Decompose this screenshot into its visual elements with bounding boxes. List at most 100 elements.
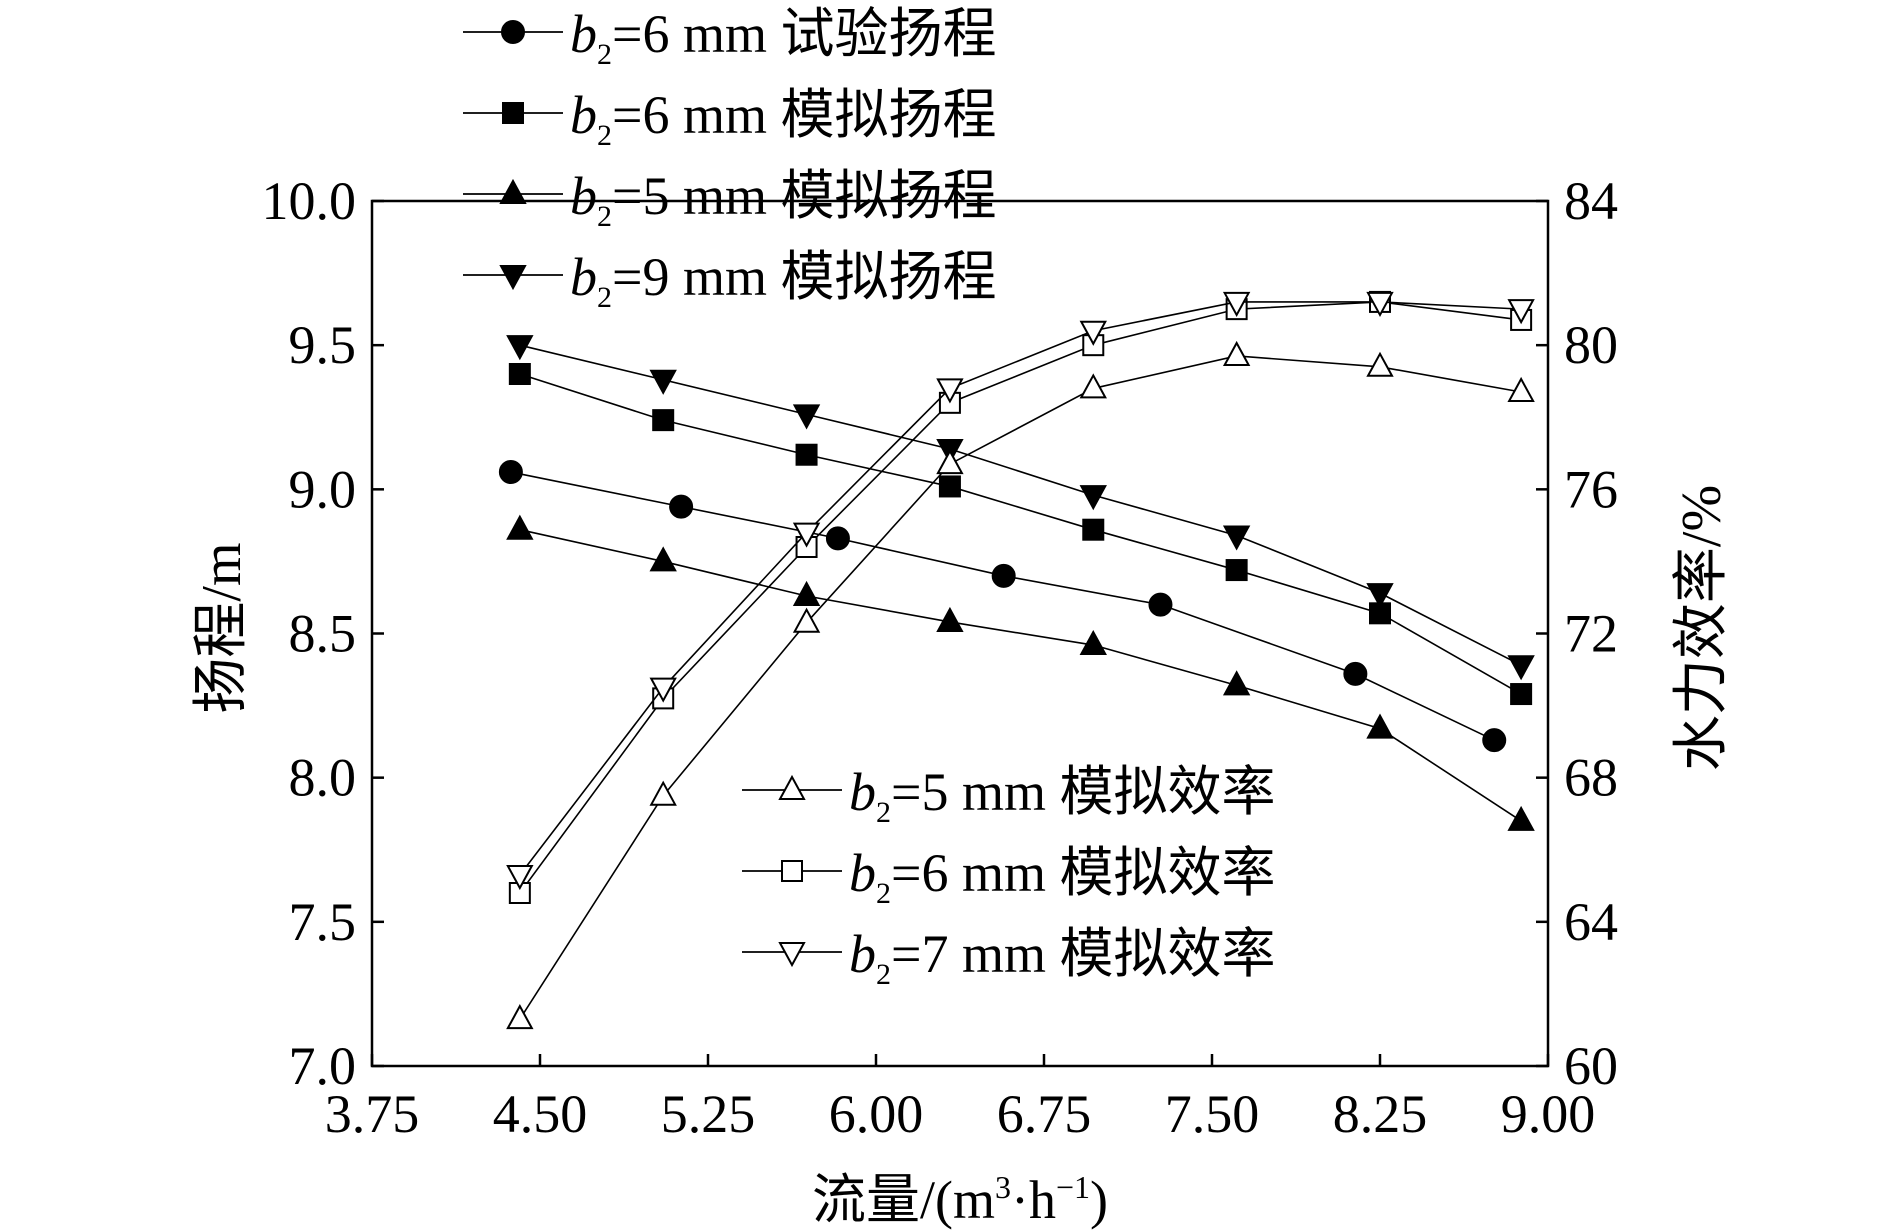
marker-triangle-up bbox=[792, 607, 821, 633]
marker-triangle-up bbox=[1079, 629, 1107, 656]
marker-triangle-up bbox=[1079, 373, 1107, 399]
series-4 bbox=[506, 340, 1535, 1030]
y2-tick-label: 64 bbox=[1564, 892, 1618, 952]
legend-item-0: b2=6 mm 试验扬程 bbox=[463, 4, 996, 71]
y-tick-label: 7.5 bbox=[289, 892, 357, 952]
axes: 3.75 4.50 5.25 6.00 6.75 7.50 8.25 9.00 7.0 7.5 8.… bbox=[262, 171, 1619, 1144]
marker-triangle-up bbox=[1507, 805, 1535, 831]
marker-square bbox=[938, 475, 961, 498]
series-1 bbox=[508, 363, 1533, 706]
legend-label: b2=6 mm 试验扬程 bbox=[570, 4, 996, 71]
y2-tick-label: 60 bbox=[1564, 1036, 1618, 1096]
series-0 bbox=[498, 460, 1507, 753]
marker-triangle-down bbox=[1366, 291, 1394, 318]
marker-circle bbox=[825, 526, 850, 551]
y-tick-label: 8.5 bbox=[289, 604, 357, 664]
marker-circle bbox=[1482, 728, 1507, 753]
marker-circle bbox=[669, 494, 694, 519]
legend-item-4: b2=5 mm 模拟效率 bbox=[742, 762, 1275, 829]
marker-circle bbox=[991, 563, 1016, 588]
x-tick-label: 6.00 bbox=[829, 1084, 924, 1144]
marker-triangle-up bbox=[649, 546, 677, 572]
legend-label: b2=6 mm 模拟效率 bbox=[849, 843, 1275, 910]
x-tick-label: 3.75 bbox=[325, 1084, 420, 1144]
legend-label: b2=6 mm 模拟扬程 bbox=[570, 85, 996, 152]
marker-triangle-down bbox=[649, 369, 677, 395]
marker-circle bbox=[1148, 592, 1173, 617]
y-tick-label: 8.0 bbox=[289, 748, 357, 808]
y-tick-label: 9.0 bbox=[289, 459, 357, 519]
marker-triangle-down bbox=[792, 522, 821, 548]
x-tick-label: 9.00 bbox=[1501, 1084, 1596, 1144]
y2-tick-label: 72 bbox=[1564, 604, 1618, 664]
legend-item-3: b2=9 mm 模拟扬程 bbox=[463, 247, 996, 314]
y-tick-label: 7.0 bbox=[289, 1036, 357, 1096]
marker-square bbox=[795, 443, 818, 466]
marker-triangle-down bbox=[1222, 525, 1251, 551]
marker-circle bbox=[498, 460, 523, 485]
x-tick-label: 8.25 bbox=[1333, 1084, 1428, 1144]
marker-triangle-up bbox=[936, 606, 964, 632]
series-3 bbox=[506, 335, 1535, 681]
y2-tick-label: 80 bbox=[1564, 315, 1618, 375]
series-line bbox=[519, 301, 1522, 894]
marker-triangle-down bbox=[1507, 299, 1535, 325]
x-tick-label: 4.50 bbox=[493, 1084, 588, 1144]
marker-square bbox=[1225, 559, 1248, 582]
y-tick-label: 9.5 bbox=[289, 315, 357, 375]
marker-triangle-up bbox=[778, 774, 806, 800]
marker-circle bbox=[1343, 661, 1368, 686]
marker-circle bbox=[501, 20, 525, 44]
marker-triangle-down bbox=[506, 864, 534, 891]
legend-label: b2=5 mm 模拟扬程 bbox=[570, 166, 996, 233]
series-6 bbox=[506, 291, 1535, 891]
marker-triangle-up bbox=[499, 178, 527, 204]
x-tick-label: 7.50 bbox=[1165, 1084, 1260, 1144]
y2-axis-label: 水力效率/% bbox=[1671, 485, 1733, 771]
y-tick-label: 10.0 bbox=[262, 171, 357, 231]
marker-triangle-down bbox=[1366, 583, 1394, 609]
y2-tick-label: 84 bbox=[1564, 171, 1618, 231]
y-axis-label: 扬程/m bbox=[191, 542, 253, 713]
marker-triangle-up bbox=[1507, 376, 1535, 403]
marker-triangle-up bbox=[1222, 340, 1251, 366]
marker-triangle-down bbox=[499, 265, 527, 291]
marker-triangle-down bbox=[1507, 655, 1535, 681]
legend-label: b2=5 mm 模拟效率 bbox=[849, 762, 1275, 829]
series-line bbox=[519, 528, 1522, 822]
series-line bbox=[519, 355, 1522, 1020]
marker-triangle-down bbox=[936, 378, 964, 404]
marker-square bbox=[502, 102, 524, 124]
marker-triangle-down bbox=[792, 404, 821, 430]
series-layer bbox=[498, 290, 1535, 1030]
marker-triangle-up bbox=[506, 514, 534, 540]
marker-triangle-down bbox=[1079, 485, 1107, 511]
marker-triangle-up bbox=[649, 780, 677, 806]
marker-square bbox=[1510, 683, 1533, 706]
legend-label: b2=9 mm 模拟扬程 bbox=[570, 247, 996, 314]
marker-triangle-down bbox=[778, 942, 806, 968]
marker-triangle-down bbox=[1222, 291, 1251, 318]
legend-item-1: b2=6 mm 模拟扬程 bbox=[463, 85, 996, 152]
marker-triangle-up bbox=[1366, 713, 1394, 739]
marker-triangle-down bbox=[506, 335, 534, 361]
marker-square bbox=[781, 860, 803, 882]
legend-item-6: b2=7 mm 模拟效率 bbox=[742, 924, 1275, 991]
x-tick-label: 5.25 bbox=[661, 1084, 756, 1144]
legend-item-2: b2=5 mm 模拟扬程 bbox=[463, 166, 996, 233]
x-tick-label: 6.75 bbox=[997, 1084, 1092, 1144]
series-2 bbox=[506, 514, 1535, 831]
series-line bbox=[519, 344, 1522, 666]
marker-triangle-up bbox=[936, 449, 964, 475]
series-line bbox=[519, 373, 1522, 695]
marker-square bbox=[652, 409, 675, 432]
marker-square bbox=[508, 363, 531, 385]
marker-triangle-up bbox=[1366, 351, 1394, 377]
y2-tick-label: 68 bbox=[1564, 748, 1618, 808]
marker-square bbox=[1082, 518, 1105, 541]
marker-triangle-down bbox=[649, 677, 677, 703]
legend-item-5: b2=6 mm 模拟效率 bbox=[742, 843, 1275, 910]
legend: b2=6 mm 试验扬程 b2=6 mm 模拟扬程 b2=5 mm 模拟扬程 b2=9… bbox=[463, 4, 1275, 991]
marker-triangle-up bbox=[792, 580, 821, 607]
